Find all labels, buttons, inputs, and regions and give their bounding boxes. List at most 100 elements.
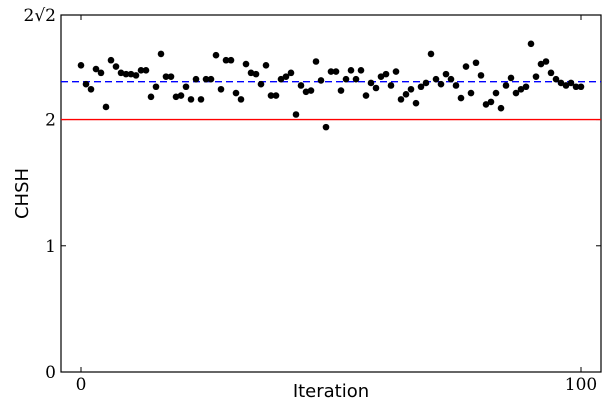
data-point xyxy=(257,80,265,88)
data-point xyxy=(352,75,360,83)
data-point xyxy=(242,60,250,68)
data-point xyxy=(317,77,325,84)
data-point xyxy=(542,58,550,65)
data-point xyxy=(407,85,415,93)
data-point xyxy=(122,70,130,78)
x-axis-label: Iteration xyxy=(293,381,369,402)
data-point xyxy=(457,94,465,102)
data-point xyxy=(552,75,560,83)
data-point xyxy=(87,85,95,93)
y-tick-label: 0 xyxy=(45,363,56,383)
data-point xyxy=(417,83,425,91)
data-point xyxy=(487,98,495,106)
data-point xyxy=(142,67,150,74)
data-point xyxy=(547,69,555,77)
data-point xyxy=(422,79,430,87)
plot-frame xyxy=(60,14,602,373)
data-point xyxy=(467,89,475,97)
data-point xyxy=(367,79,375,87)
data-point xyxy=(557,79,565,87)
data-point xyxy=(137,67,145,74)
data-point xyxy=(577,83,585,91)
data-point xyxy=(357,67,365,74)
data-point xyxy=(287,69,295,77)
data-point xyxy=(342,75,350,83)
data-point xyxy=(372,84,380,92)
data-point xyxy=(297,82,305,89)
data-point xyxy=(177,92,185,99)
data-point xyxy=(432,75,440,83)
data-point xyxy=(477,72,485,79)
data-point xyxy=(112,63,120,70)
data-point xyxy=(337,87,345,94)
data-point xyxy=(282,73,290,80)
data-point xyxy=(277,75,285,83)
data-point xyxy=(472,59,480,67)
data-point xyxy=(97,69,105,77)
data-point xyxy=(102,103,110,111)
data-point xyxy=(412,99,420,107)
data-point xyxy=(202,75,210,83)
data-point xyxy=(212,51,220,59)
data-point xyxy=(157,50,165,58)
data-point xyxy=(182,83,190,91)
data-point xyxy=(482,101,490,108)
data-point xyxy=(452,82,460,89)
data-point xyxy=(207,75,215,83)
data-point xyxy=(522,83,530,91)
data-point xyxy=(232,89,240,97)
data-point xyxy=(507,74,515,82)
data-point xyxy=(572,83,580,91)
data-point xyxy=(167,73,175,80)
data-point xyxy=(117,69,125,77)
data-point xyxy=(227,56,235,64)
data-point xyxy=(312,58,320,65)
data-point xyxy=(132,72,140,79)
data-point xyxy=(462,63,470,70)
data-point xyxy=(427,50,435,58)
data-point xyxy=(442,70,450,78)
data-point xyxy=(402,91,410,98)
data-point xyxy=(332,68,340,75)
data-point xyxy=(397,96,405,103)
data-point xyxy=(197,96,205,103)
x-tick-label: 100 xyxy=(565,375,597,395)
y-axis-label: CHSH xyxy=(12,168,33,219)
data-point xyxy=(272,92,280,99)
data-point xyxy=(437,80,445,88)
data-point xyxy=(217,85,225,93)
data-point xyxy=(562,82,570,89)
data-point xyxy=(247,69,255,77)
data-point xyxy=(512,89,520,97)
data-point xyxy=(347,67,355,74)
data-point xyxy=(362,92,370,99)
data-point xyxy=(172,93,180,101)
data-point xyxy=(252,70,260,78)
data-point xyxy=(267,92,275,99)
y-tick-label: 2 xyxy=(45,111,56,131)
data-point xyxy=(192,75,200,83)
data-point xyxy=(567,79,575,87)
y-tick-label: 2√2 xyxy=(24,6,56,26)
data-point xyxy=(517,85,525,93)
data-point xyxy=(492,89,500,97)
data-point xyxy=(92,65,100,73)
data-point xyxy=(537,60,545,68)
data-point xyxy=(222,56,230,64)
y-tick-label: 1 xyxy=(45,237,56,257)
data-point xyxy=(107,56,115,64)
data-point xyxy=(392,68,400,75)
data-point xyxy=(527,40,535,48)
data-point xyxy=(382,70,390,78)
data-point xyxy=(147,93,155,101)
x-tick-label: 0 xyxy=(76,375,87,395)
data-point xyxy=(497,104,505,112)
data-point xyxy=(307,87,315,94)
data-point xyxy=(322,123,330,131)
data-point xyxy=(327,68,335,75)
data-point xyxy=(77,61,85,69)
data-point xyxy=(302,88,310,96)
data-point xyxy=(532,73,540,80)
data-point xyxy=(262,61,270,69)
